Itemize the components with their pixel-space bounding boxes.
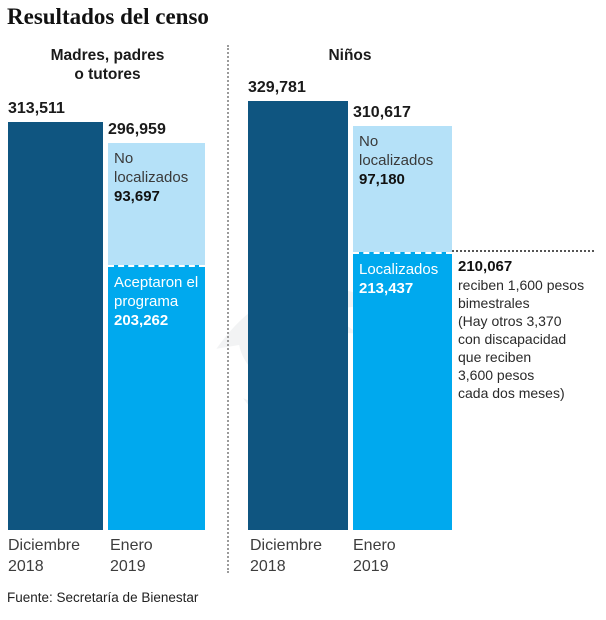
annotation-value: 210,067 xyxy=(458,258,513,275)
annotation-block: 210,067 reciben 1,600 pesos bimestrales … xyxy=(458,258,604,402)
axis-year: 2019 xyxy=(353,558,389,575)
page-title: Resultados del censo xyxy=(7,4,209,29)
annotation-line: que reciben xyxy=(458,349,532,365)
bar-segment-aceptaron: Aceptaron el programa 203,262 xyxy=(108,265,205,530)
bar-segment-total xyxy=(248,101,348,530)
axis-year: 2018 xyxy=(250,558,286,575)
segment-label: Aceptaron el programa 203,262 xyxy=(108,267,205,330)
segment-name: Aceptaron el programa xyxy=(114,274,199,310)
segment-value: 97,180 xyxy=(359,171,405,188)
axis-year: 2019 xyxy=(110,558,146,575)
annotation-line: cada dos meses) xyxy=(458,385,565,401)
bar-segment-total xyxy=(8,122,103,530)
annotation-line: bimestrales xyxy=(458,295,530,311)
segment-label: No localizados 93,697 xyxy=(108,143,205,206)
axis-label-madres-enero: Enero 2019 xyxy=(110,535,153,577)
bar-segment-no-localizados: No localizados 93,697 xyxy=(108,143,205,265)
segment-name: No localizados xyxy=(359,133,434,169)
bar-segment-localizados: Localizados 213,437 xyxy=(353,252,452,530)
group-header-madres: Madres, padres o tutores xyxy=(10,46,205,84)
axis-month: Enero xyxy=(110,537,153,554)
axis-month: Diciembre xyxy=(8,537,81,554)
segment-value: 213,437 xyxy=(359,280,414,297)
segment-name: No localizados xyxy=(114,150,189,186)
bar-ninos-enero: 310,617 No localizados 97,180 Localizado… xyxy=(353,104,452,530)
segment-name: Localizados xyxy=(359,261,439,278)
bar-total-label: 329,781 xyxy=(248,79,306,96)
bar-segment-no-localizados: No localizados 97,180 xyxy=(353,126,452,252)
group-header-ninos-line1: Niños xyxy=(328,47,372,64)
segment-label: Localizados 213,437 xyxy=(353,254,452,298)
bar-total-label: 296,959 xyxy=(108,121,166,138)
bar-total-label: 313,511 xyxy=(8,100,65,117)
axis-label-ninos-diciembre: Diciembre 2018 xyxy=(250,535,322,577)
axis-year: 2018 xyxy=(8,558,44,575)
annotation-line: con discapacidad xyxy=(458,331,567,347)
group-header-madres-line1: Madres, padres xyxy=(50,47,165,64)
bar-total-label: 310,617 xyxy=(353,104,411,121)
segment-label: No localizados 97,180 xyxy=(353,126,452,189)
axis-month: Diciembre xyxy=(250,537,323,554)
segment-value: 203,262 xyxy=(114,312,169,329)
annotation-line: (Hay otros 3,370 xyxy=(458,313,562,329)
annotation-line: 3,600 pesos xyxy=(458,367,535,383)
annotation-dotted-line xyxy=(452,250,594,252)
group-divider-dotted-line xyxy=(227,45,229,573)
group-header-madres-line2: o tutores xyxy=(74,66,141,83)
bar-madres-diciembre: 313,511 xyxy=(8,100,103,530)
annotation-line: reciben 1,600 pesos xyxy=(458,277,585,293)
axis-label-ninos-enero: Enero 2019 xyxy=(353,535,396,577)
segment-value: 93,697 xyxy=(114,188,160,205)
bar-ninos-diciembre: 329,781 xyxy=(248,79,348,530)
axis-label-madres-diciembre: Diciembre 2018 xyxy=(8,535,80,577)
group-header-ninos: Niños xyxy=(248,46,452,65)
source-credit: Fuente: Secretaría de Bienestar xyxy=(7,590,199,605)
bar-madres-enero: 296,959 No localizados 93,697 Aceptaron … xyxy=(108,121,205,530)
axis-month: Enero xyxy=(353,537,396,554)
